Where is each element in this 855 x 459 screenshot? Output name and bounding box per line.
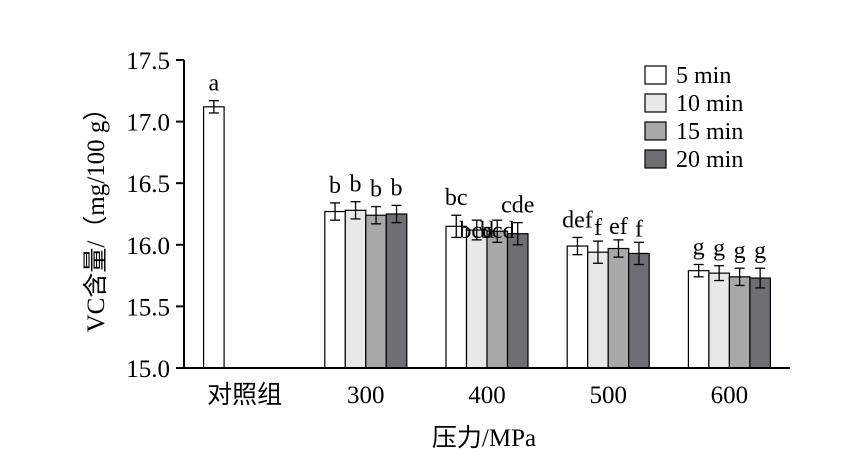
x-tick-label: 400 [468,382,506,409]
bar [445,225,468,369]
bar [687,270,710,369]
x-tick-label: 300 [347,382,385,409]
x-axis-title: 压力/MPa [432,424,536,452]
legend-label: 10 min [676,91,743,117]
y-tick-label: 15.0 [126,356,170,383]
y-axis-title: VC含量/（mg/100 g） [82,96,110,333]
x-tick-label: 500 [589,382,627,409]
bar [728,276,751,369]
significance-label: bcd [459,218,494,244]
significance-label: b [391,175,403,201]
legend-swatch [644,121,667,141]
bar [708,272,731,369]
significance-label: b [370,177,382,203]
significance-label: g [734,238,746,264]
bar [628,252,650,369]
bar [385,213,408,369]
significance-label: f [594,215,602,241]
significance-label: g [693,235,705,261]
bar [203,106,225,369]
bar [344,209,367,369]
legend-label: 20 min [676,147,743,173]
bar [324,210,346,369]
bar [749,277,772,369]
significance-label: b [350,172,362,198]
bar [486,230,509,369]
significance-label: bcd [480,218,515,244]
significance-label: f [635,216,643,242]
x-tick-label: 600 [711,382,749,409]
x-axis-ticks: 对照组 300 400 500 600 [207,381,748,409]
x-tick-label: 对照组 [207,381,282,409]
bar [465,229,488,369]
y-tick-label: 16.0 [126,233,170,260]
legend-label: 15 min [676,119,743,145]
bar [607,247,630,369]
significance-label: bc [445,185,468,211]
y-tick-label: 15.5 [126,294,170,321]
bar [506,233,529,369]
significance-label: g [754,238,766,264]
significance-label: b [329,173,341,199]
legend-label: 5 min [676,63,731,89]
bars-group [203,106,772,369]
y-axis-ticks: 15.0 15.5 16.0 16.5 17.0 17.5 [126,48,184,383]
significance-label: a [209,71,220,97]
legend-swatch [644,93,667,113]
bar [566,245,589,369]
legend-swatch [644,149,667,169]
y-tick-label: 16.5 [126,171,170,198]
legend-swatch [644,65,667,85]
y-tick-label: 17.0 [126,110,170,137]
error-bars-group [208,100,766,289]
significance-label: ef [609,214,628,240]
significance-label: def [562,207,593,233]
y-tick-label: 17.5 [126,48,170,75]
significance-label: g [713,236,725,262]
bar [587,251,609,369]
significance-label: cde [501,193,534,219]
bar [365,214,387,369]
